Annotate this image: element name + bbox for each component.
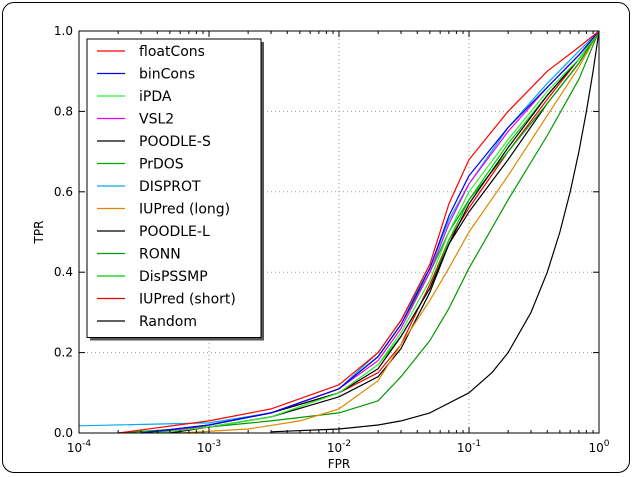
series-line-ronn — [118, 30, 600, 434]
x-tick-label: 10-1 — [457, 439, 481, 455]
legend-label-poodle-s: POODLE-S — [139, 134, 211, 150]
y-axis-label: TPR — [32, 221, 46, 245]
x-axis-label: FPR — [328, 457, 350, 471]
legend-label-bincons: binCons — [139, 67, 195, 83]
series-line-ipda — [157, 30, 600, 434]
x-tick-label: 10-4 — [67, 439, 92, 455]
legend-label-iupred-long: IUPred (long) — [139, 202, 230, 218]
legend-box — [86, 38, 262, 338]
series-layer — [78, 30, 600, 434]
y-tick-label: 0.6 — [54, 185, 73, 199]
y-tick-label: 1.0 — [54, 24, 73, 38]
legend-label-poodle-l: POODLE-L — [139, 224, 210, 240]
series-line-floatcons — [118, 30, 600, 434]
legend-label-vsl2: VSL2 — [139, 112, 174, 128]
ticks: 10-4 10-3 10-2 10-1 100 0.0 0.2 0.4 0.6 0.8 1.0 — [54, 24, 610, 455]
series-line-bincons — [140, 30, 600, 434]
x-tick-label: 10-2 — [327, 439, 351, 455]
legend-label-ronn: RONN — [139, 247, 181, 263]
series-line-iupred-long — [180, 30, 600, 434]
legend-label-floatcons: floatCons — [139, 44, 205, 60]
legend-label-disprot: DISPROT — [139, 179, 201, 195]
y-tick-label: 0.4 — [54, 265, 73, 279]
legend-label-prdos: PrDOS — [139, 157, 184, 173]
x-tick-label: 100 — [588, 439, 609, 455]
legend-label-iupred-short: IUPred (short) — [139, 292, 236, 308]
y-tick-label: 0.0 — [54, 426, 73, 440]
legend-label-ipda: iPDA — [139, 89, 172, 105]
legend-label-dispssmp: DisPSSMP — [139, 269, 208, 285]
y-tick-label: 0.8 — [54, 104, 73, 118]
legend-label-random: Random — [139, 314, 197, 330]
y-tick-label: 0.2 — [54, 346, 73, 360]
series-line-random — [270, 30, 600, 433]
x-tick-label: 10-3 — [197, 439, 221, 455]
legend: floatCons binCons iPDA VSL2 POODLE-S PrDOS DIS… — [86, 38, 264, 341]
